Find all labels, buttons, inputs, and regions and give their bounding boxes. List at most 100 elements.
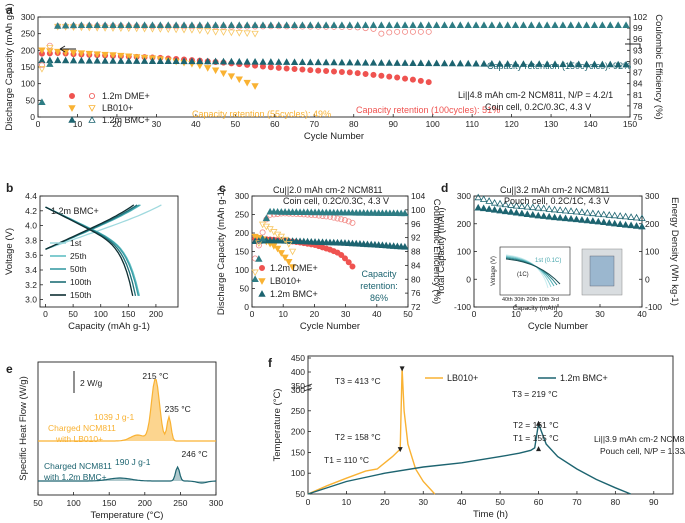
data-point [125,53,133,61]
data-point [606,21,614,28]
x-tick-label: 40 [457,497,467,507]
data-point [164,21,172,28]
data-point [409,21,417,28]
data-point [46,60,54,67]
data-point [575,21,583,28]
data-point [61,56,70,64]
y-tick-label: 3.4 [25,265,37,275]
annotation-retention-1: Capacity [361,269,397,279]
x-tick-label: 80 [349,119,359,129]
data-point [346,69,353,76]
data-point [148,57,157,64]
data-point [440,59,449,67]
y2-tick-label: 96 [633,34,643,44]
x-tick-label: 0 [306,497,311,507]
inset-x-label: Capacity (mAh) [513,305,558,312]
data-point [306,21,314,28]
legend-label: 50th [70,264,87,274]
data-point [369,21,378,28]
data-point [567,60,575,68]
x-tick-label: 30 [595,309,605,319]
data-point [605,211,613,218]
y-tick-label: 0 [30,112,35,122]
data-point [488,21,496,28]
data-point [567,207,575,214]
data-point [377,21,386,28]
y2-tick-label: 93 [633,45,643,55]
x-axis-label: Cycle Number [300,321,360,332]
data-point [235,76,243,84]
data-point [101,57,109,64]
y-tick-label: 50 [26,95,36,105]
data-point [512,208,521,216]
data-point [243,57,251,65]
legend-marker-ce [88,116,96,123]
data-point [322,21,330,28]
data-point [38,62,45,69]
y-tick-label: 0 [244,302,249,312]
legend-label: 1.2m DME+ [102,91,150,101]
data-point [211,57,220,65]
y2-tick-label: 88 [411,247,421,257]
data-point [109,21,117,28]
data-point [77,21,86,28]
data-point [255,242,262,249]
data-point [432,59,441,67]
y2-axis-label: Coulombic Efficiency (%) [431,199,442,304]
data-point [354,70,361,77]
y-tick-label: 4.4 [25,191,37,201]
data-point [561,214,570,222]
data-point [401,209,409,217]
y-tick-label: 200 [21,45,35,55]
data-point [600,210,608,218]
data-point [227,57,236,65]
data-point [85,21,93,28]
data-point [132,57,141,64]
data-point [616,212,624,219]
legend-marker-ce [89,93,96,100]
label-cell-np: Pouch cell, N/P = 1.33/1 [600,446,685,456]
data-point [77,56,86,64]
x-tick-label: 70 [572,497,582,507]
data-point [501,200,510,208]
y-tick-label: 300 [457,191,471,201]
y2-tick-label: 75 [633,112,643,122]
data-point [172,21,180,28]
data-point [290,58,299,65]
y2-tick-label: 78 [633,101,643,111]
data-point [540,212,548,219]
x-tick-label: 200 [149,309,163,319]
data-point [456,59,464,67]
data-point [211,29,220,36]
data-point [282,21,291,28]
data-point [267,58,275,65]
data-point [322,58,330,66]
data-point [117,52,125,60]
data-point [425,79,432,86]
data-point [534,203,542,211]
data-point [219,57,228,65]
data-point [54,48,62,56]
data-point [622,60,630,68]
data-point [259,21,267,28]
data-point [511,60,520,67]
x-tick-label: 100 [426,119,440,129]
axis-frame [307,355,674,495]
y-tick-label: 450 [291,353,305,363]
data-point [93,21,101,28]
x-tick-label: 40 [372,309,382,319]
data-point [540,204,548,212]
data-point [550,205,559,213]
data-point [567,215,575,222]
data-point [275,21,283,28]
data-point [338,216,345,223]
data-point [307,67,314,74]
x-tick-label: 10 [511,309,521,319]
bmc-dsc-curve [38,465,217,484]
y2-tick-label: 92 [411,233,421,243]
data-point [275,64,282,71]
data-point [519,21,528,28]
panel-label-e: e [6,362,13,376]
bmc-heat-area [38,467,216,483]
data-point [330,21,338,28]
